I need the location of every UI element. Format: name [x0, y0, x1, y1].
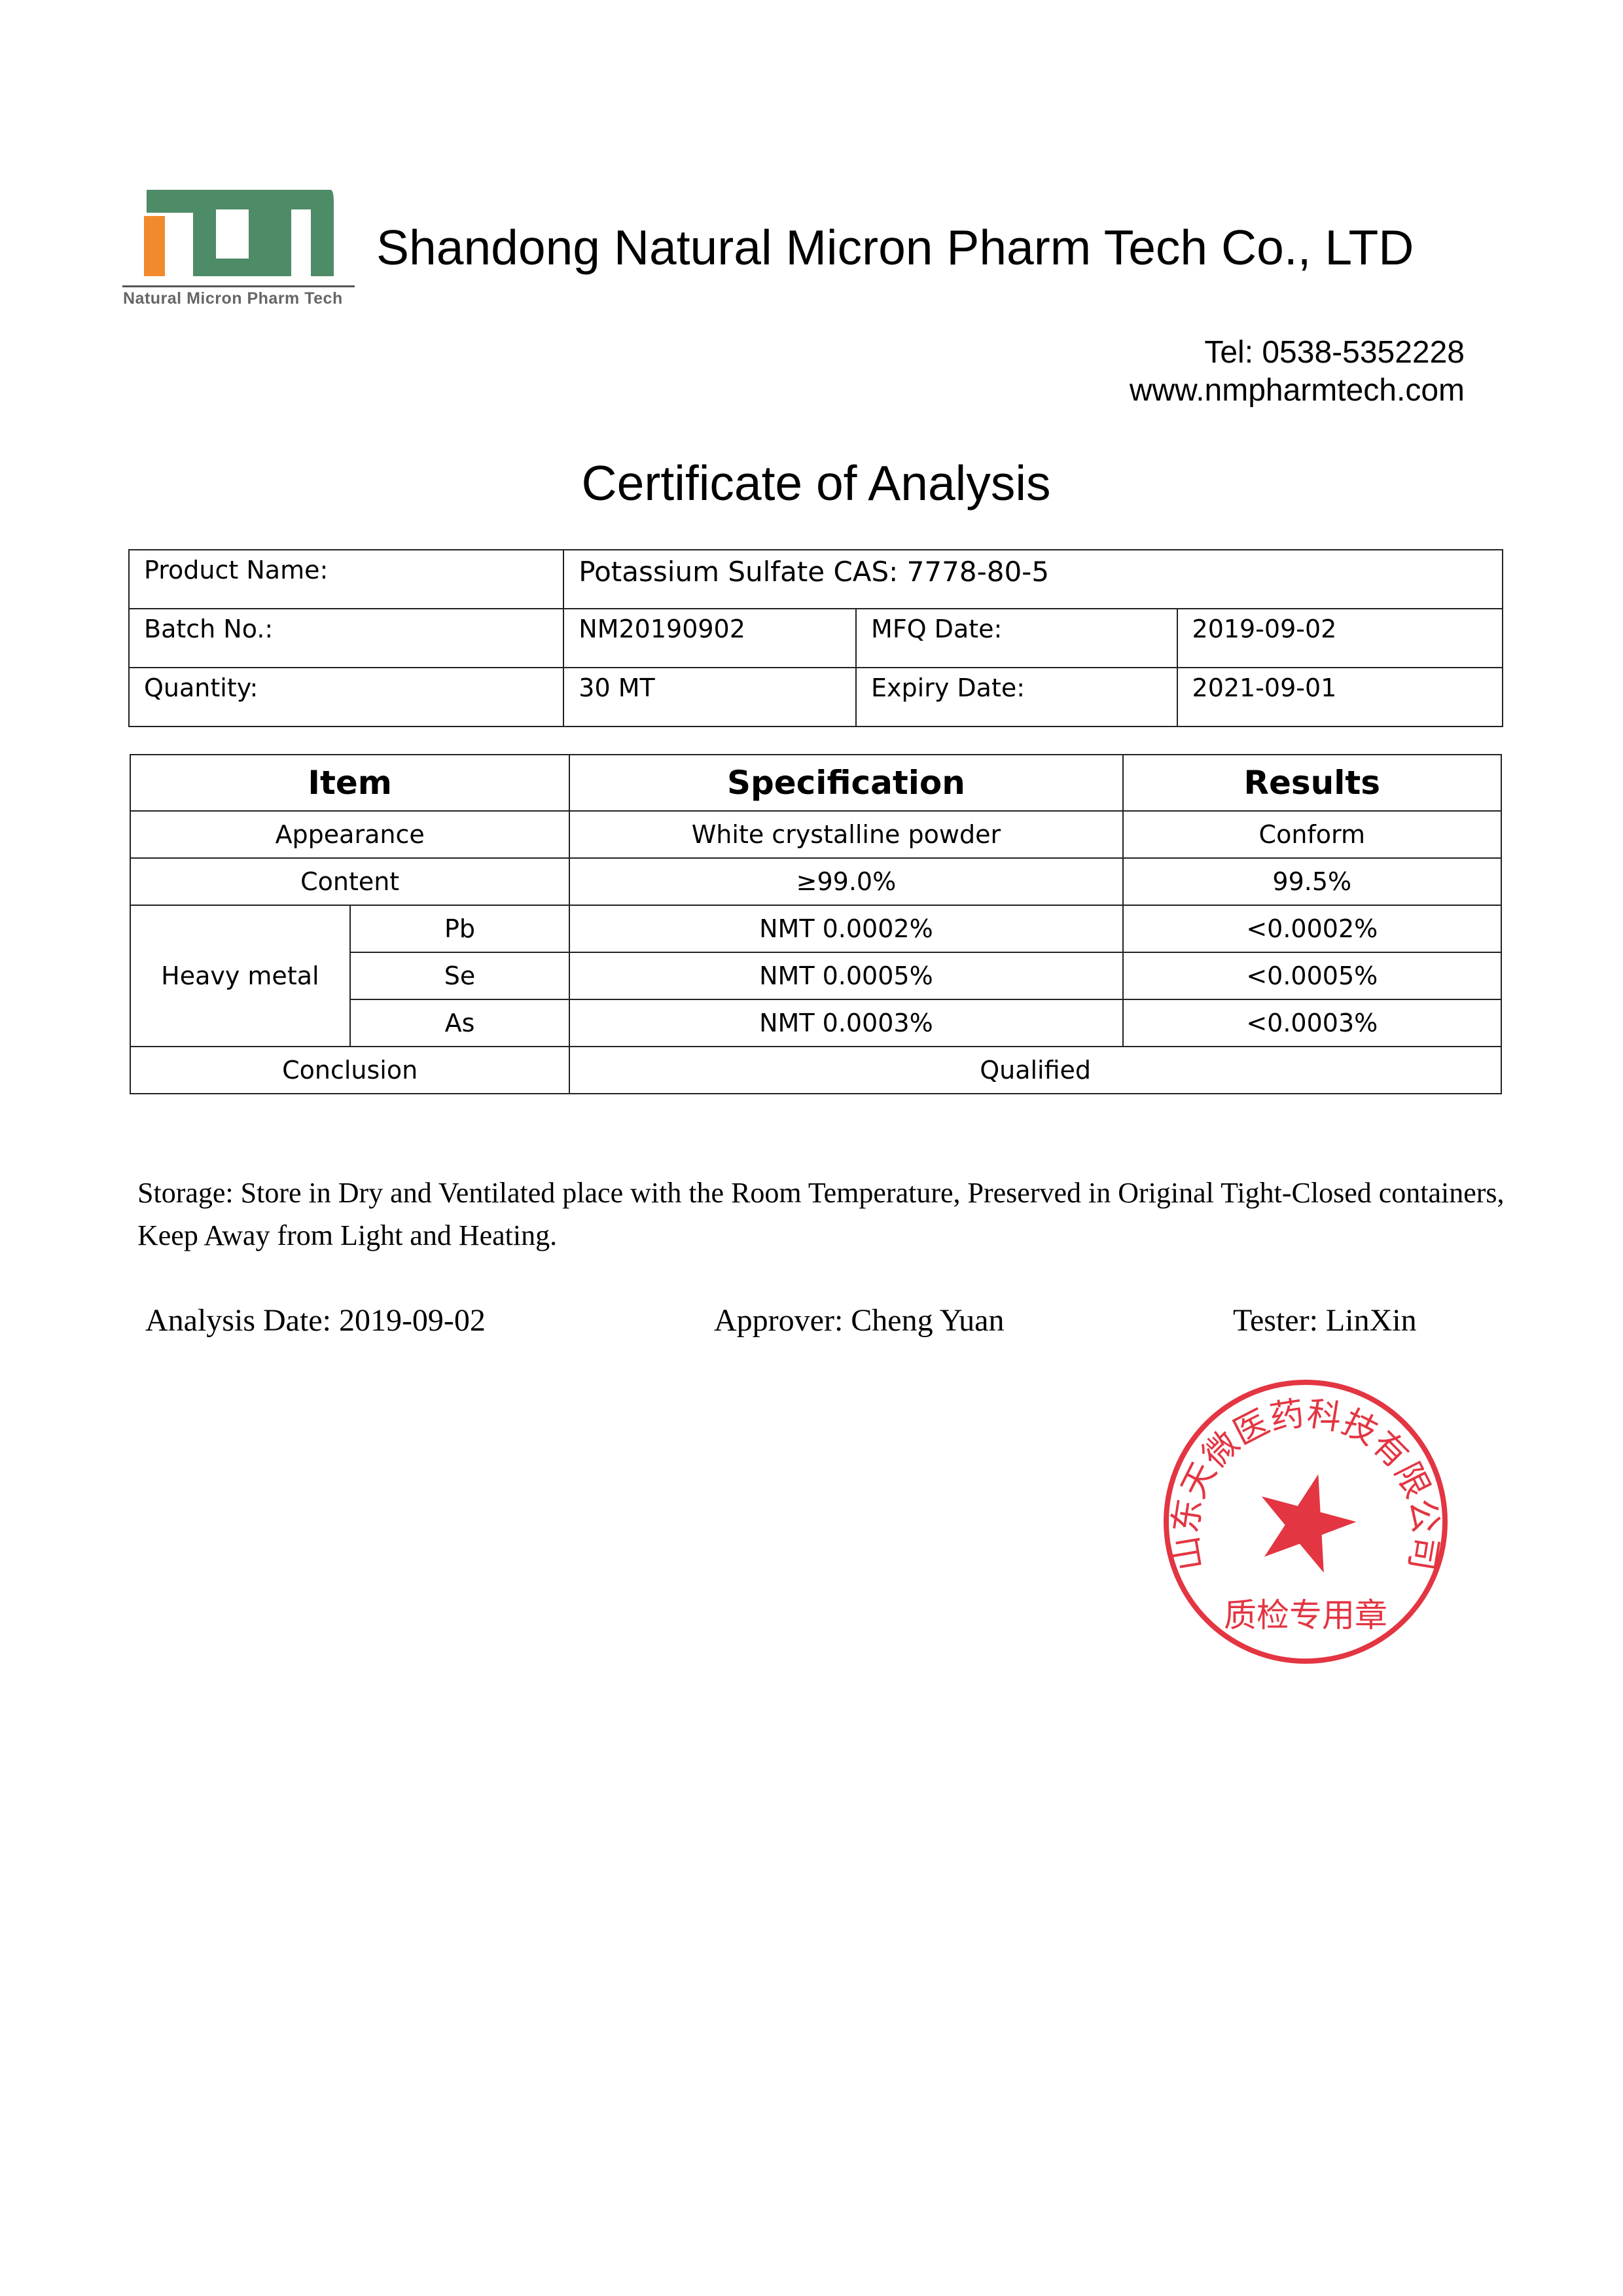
result-cell: <0.0003%	[1122, 999, 1503, 1047]
expiry-date-label: Expiry Date:	[855, 667, 1178, 727]
header-item: Item	[129, 754, 571, 812]
result-cell: Conform	[1122, 810, 1503, 859]
logo-text: Natural Micron Pharm Tech	[123, 289, 343, 308]
expiry-date-value: 2021-09-01	[1176, 667, 1504, 727]
quantity-value: 30 MT	[563, 667, 857, 727]
product-info-table: Product Name: Potassium Sulfate CAS: 777…	[128, 549, 1504, 727]
header-specification: Specification	[569, 754, 1124, 812]
analysis-date: Analysis Date: 2019-09-02	[145, 1303, 486, 1338]
table-row: Se NMT 0.0005% <0.0005%	[130, 952, 1503, 1000]
company-seal-stamp: 山东天微医药科技有限公司 质检专用章	[1158, 1374, 1453, 1669]
table-row: Heavy metal Pb NMT 0.0002% <0.0002%	[130, 905, 1503, 1047]
spec-cell: NMT 0.0003%	[569, 999, 1124, 1047]
document-title: Certificate of Analysis	[581, 456, 1051, 511]
company-name: Shandong Natural Micron Pharm Tech Co., …	[376, 220, 1414, 275]
item-cell: As	[349, 999, 571, 1047]
result-cell: <0.0005%	[1122, 952, 1503, 1000]
table-row: Appearance White crystalline powder Conf…	[129, 810, 1503, 859]
quantity-label: Quantity:	[128, 667, 565, 727]
spec-cell: ≥99.0%	[569, 857, 1124, 906]
contact-info: Tel: 0538-5352228 www.nmpharmtech.com	[1130, 334, 1465, 410]
storage-conditions: Storage: Store in Dry and Ventilated pla…	[137, 1177, 1505, 1251]
table-header-row: Item Specification Results	[129, 754, 1503, 812]
conclusion-label: Conclusion	[129, 1046, 571, 1094]
heavy-metal-label: Heavy metal	[130, 905, 351, 1047]
company-logo: Natural Micron Pharm Tech	[118, 177, 360, 314]
website: www.nmpharmtech.com	[1129, 373, 1465, 408]
header-results: Results	[1122, 754, 1503, 812]
telephone: Tel: 0538-5352228	[1204, 335, 1465, 370]
spec-cell: NMT 0.0005%	[569, 952, 1124, 1000]
mfq-date-value: 2019-09-02	[1176, 608, 1504, 668]
item-cell: Content	[129, 857, 571, 906]
product-name-value: Potassium Sulfate CAS: 7778-80-5	[563, 549, 1503, 609]
results-table: Item Specification Results Appearance Wh…	[129, 754, 1503, 1094]
approver: Approver: Cheng Yuan	[714, 1303, 1005, 1338]
spec-cell: NMT 0.0002%	[569, 905, 1124, 953]
table-row: Content ≥99.0% 99.5%	[129, 857, 1503, 906]
batch-value: NM20190902	[563, 608, 857, 668]
item-cell: Se	[349, 952, 571, 1000]
item-cell: Pb	[349, 905, 571, 953]
conclusion-value: Qualified	[569, 1046, 1502, 1094]
tester: Tester: LinXin	[1233, 1303, 1417, 1338]
spec-cell: White crystalline powder	[569, 810, 1124, 859]
table-row: Quantity: 30 MT Expiry Date: 2021-09-01	[128, 667, 1504, 727]
product-name-label: Product Name:	[128, 549, 565, 609]
table-row: Product Name: Potassium Sulfate CAS: 777…	[128, 549, 1503, 609]
batch-label: Batch No.:	[128, 608, 565, 668]
item-cell: Appearance	[129, 810, 571, 859]
result-cell: 99.5%	[1122, 857, 1503, 906]
table-row: Conclusion Qualified	[129, 1046, 1502, 1094]
table-row: Batch No.: NM20190902 MFQ Date: 2019-09-…	[128, 608, 1504, 668]
stamp-inner-text: 质检专用章	[1224, 1596, 1387, 1634]
result-cell: <0.0002%	[1122, 905, 1503, 953]
mfq-date-label: MFQ Date:	[855, 608, 1178, 668]
table-row: As NMT 0.0003% <0.0003%	[130, 999, 1503, 1047]
